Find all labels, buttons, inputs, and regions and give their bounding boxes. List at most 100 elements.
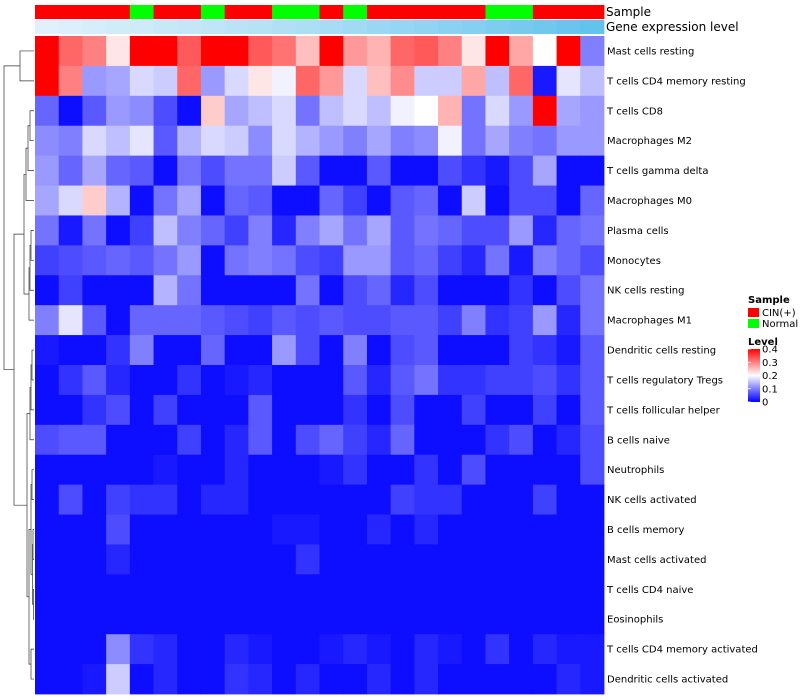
sample-annotation-cell	[580, 5, 605, 19]
heatmap-cell	[129, 95, 154, 127]
heatmap-cell	[295, 394, 320, 426]
heatmap-cell	[248, 514, 273, 545]
heatmap-cell	[414, 275, 439, 306]
heatmap-cell	[414, 125, 439, 157]
heatmap-cell	[556, 155, 581, 186]
heatmap-cell	[224, 185, 249, 216]
heatmap-cell	[414, 305, 439, 336]
heatmap-cell	[580, 185, 605, 216]
heatmap-cell	[295, 245, 320, 276]
heatmap-cell	[319, 484, 344, 515]
heatmap-cell	[129, 514, 154, 545]
heatmap-cell	[248, 484, 273, 515]
heatmap-cell	[248, 215, 273, 246]
legend-level-tick-label: 0	[762, 398, 768, 409]
heatmap-cell	[366, 335, 392, 366]
heatmap-cell	[343, 95, 368, 127]
heatmap-cell	[58, 335, 83, 366]
heatmap-cell	[272, 95, 297, 127]
heatmap-cell	[414, 634, 439, 665]
heatmap-cell	[532, 514, 557, 545]
heatmap-cell	[153, 155, 178, 186]
heatmap-cell	[580, 305, 605, 336]
heatmap-cell	[485, 245, 510, 276]
heatmap-cell	[438, 514, 463, 545]
heatmap-cell	[556, 424, 581, 456]
heatmap-cell	[485, 305, 510, 336]
heatmap-cell	[58, 365, 83, 396]
heatmap-cell	[319, 275, 344, 306]
heatmap-cell	[106, 305, 131, 336]
heatmap-cell	[438, 275, 463, 306]
heatmap-cell	[390, 305, 415, 336]
heatmap-cell	[438, 185, 463, 216]
heatmap-cell	[35, 454, 60, 486]
heatmap-cell	[153, 305, 178, 336]
heatmap-cell	[532, 155, 557, 186]
heatmap-cell	[366, 424, 392, 456]
heatmap-cell	[580, 664, 605, 695]
heatmap-cell	[343, 484, 368, 515]
heatmap-cell	[82, 454, 107, 486]
heatmap-cell	[461, 95, 486, 127]
heatmap-cell	[366, 95, 392, 127]
heatmap-cell	[248, 305, 273, 336]
heatmap-cell	[390, 574, 415, 605]
heatmap-cell	[509, 544, 534, 575]
heatmap-cell	[177, 36, 202, 67]
row-label: Dendritic cells activated	[607, 675, 728, 686]
heatmap-cell	[35, 215, 60, 246]
heatmap-cell	[532, 544, 557, 575]
heatmap-cell	[532, 305, 557, 336]
heatmap-cell	[343, 544, 368, 575]
gene-expression-annotation-cell	[366, 20, 392, 34]
heatmap-cell	[461, 604, 486, 635]
heatmap-cell	[272, 65, 297, 97]
sample-annotation-cell	[224, 5, 249, 19]
sample-annotation-cell	[414, 5, 439, 19]
heatmap-cell	[82, 365, 107, 396]
gene-expression-annotation-cell	[343, 20, 368, 34]
sample-annotation-cell	[390, 5, 415, 19]
dendrogram-link	[29, 387, 34, 441]
heatmap-cell	[461, 634, 486, 665]
heatmap-cell	[390, 125, 415, 157]
dendrogram-link	[31, 349, 34, 381]
heatmap-cell	[438, 215, 463, 246]
legend-level-tick-label: 0.3	[762, 358, 778, 369]
heatmap-cell	[509, 335, 534, 366]
heatmap-cell	[580, 155, 605, 186]
heatmap-cell	[509, 574, 534, 605]
row-label: Mast cells resting	[607, 46, 694, 57]
heatmap-cell	[366, 514, 392, 545]
heatmap-cell	[82, 155, 107, 186]
heatmap-cell	[390, 155, 415, 186]
heatmap-cell	[580, 335, 605, 366]
heatmap-cell	[461, 484, 486, 515]
row-label: Macrophages M0	[607, 196, 692, 207]
heatmap-cell	[556, 634, 581, 665]
heatmap-cell	[319, 155, 344, 186]
heatmap-cell	[461, 394, 486, 426]
heatmap-cell	[248, 155, 273, 186]
heatmap-cell	[272, 275, 297, 306]
sample-annotation-cell	[438, 5, 463, 19]
heatmap-cell	[153, 245, 178, 276]
heatmap-cell	[272, 155, 297, 186]
heatmap-cell	[82, 305, 107, 336]
heatmap-cell	[414, 514, 439, 545]
heatmap-cell	[366, 544, 392, 575]
heatmap-cell	[106, 365, 131, 396]
heatmap-cell	[366, 36, 392, 67]
heatmap-cell	[129, 484, 154, 515]
heatmap-cell	[390, 185, 415, 216]
heatmap-cell	[177, 484, 202, 515]
gene-expression-annotation-cell	[82, 20, 107, 34]
heatmap-cell	[556, 335, 581, 366]
heatmap-cell	[224, 394, 249, 426]
heatmap-cell	[532, 65, 557, 97]
sample-annotation-cell	[153, 5, 178, 19]
heatmap-cell	[556, 95, 581, 127]
heatmap-cell	[366, 125, 392, 157]
heatmap-cell	[106, 245, 131, 276]
